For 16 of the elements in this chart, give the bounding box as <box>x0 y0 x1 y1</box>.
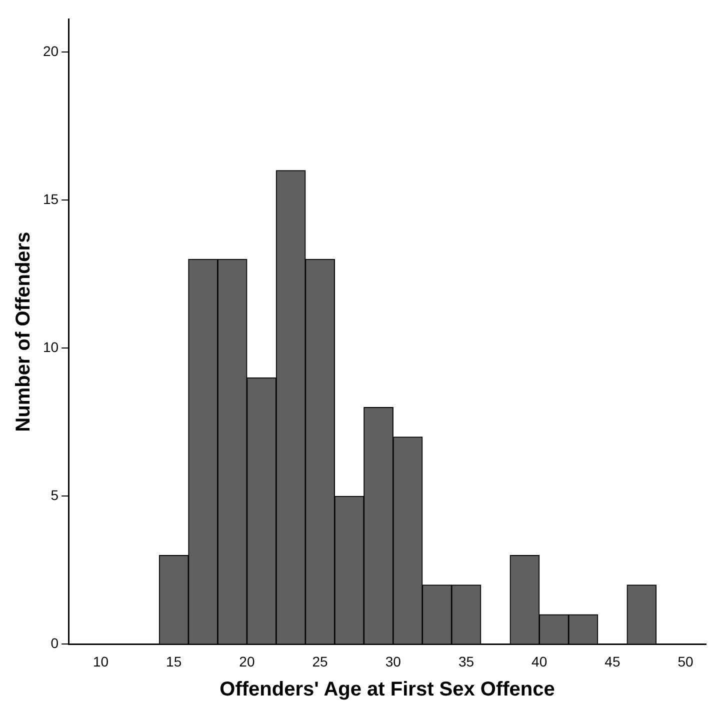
x-tick-label: 40 <box>532 653 548 670</box>
y-tick-label: 20 <box>42 42 59 59</box>
x-axis-title: Offenders' Age at First Sex Offence <box>220 678 555 701</box>
x-tick-label: 15 <box>166 653 182 670</box>
y-axis-title: Number of Offenders <box>12 232 35 432</box>
y-tick-label: 15 <box>42 190 59 207</box>
x-tick-label: 45 <box>604 653 620 670</box>
y-tick-label: 0 <box>50 635 59 652</box>
y-tick-label: 10 <box>42 338 59 355</box>
x-tick-label: 50 <box>678 653 694 670</box>
x-tick-label: 35 <box>458 653 474 670</box>
x-tick-label: 30 <box>385 653 402 670</box>
y-tick-label: 5 <box>50 487 59 504</box>
x-tick-label: 20 <box>239 653 255 670</box>
x-tick-label: 25 <box>312 653 328 670</box>
x-tick-label: 10 <box>92 653 109 670</box>
